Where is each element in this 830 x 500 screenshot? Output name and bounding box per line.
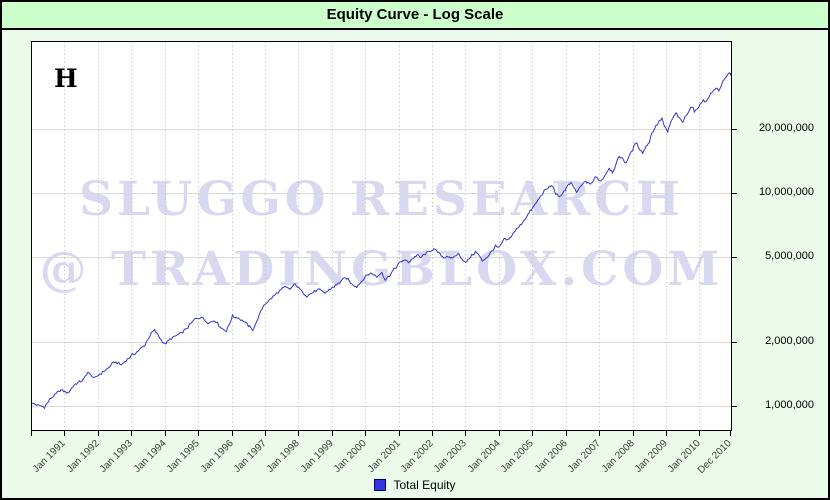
total-equity-curve [32, 72, 731, 409]
equity-curve-canvas [32, 42, 731, 430]
y-axis-label: 2,000,000 [765, 335, 814, 347]
legend-label: Total Equity [393, 478, 456, 492]
x-axis-tick [332, 431, 333, 436]
x-axis-tick [131, 431, 132, 436]
x-axis-tick [165, 431, 166, 436]
chart-title: Equity Curve - Log Scale [326, 6, 504, 23]
plot-area[interactable]: SLUGGO RESEARCH @ TRADINGBLOX.COM H [31, 41, 732, 431]
x-axis-tick [499, 431, 500, 436]
x-axis-tick [633, 431, 634, 436]
y-axis-label: 10,000,000 [758, 186, 814, 198]
x-axis-tick [465, 431, 466, 436]
legend-marker-total-equity [374, 479, 387, 491]
x-axis-tick [232, 431, 233, 436]
legend: Total Equity [2, 477, 828, 493]
watermark-line-2: @ TRADINGBLOX.COM [39, 242, 724, 297]
chart-title-bar: Equity Curve - Log Scale [2, 2, 828, 30]
x-axis-tick [64, 431, 65, 436]
x-axis-tick [265, 431, 266, 436]
y-axis-tick [730, 129, 737, 130]
x-axis-tick [399, 431, 400, 436]
x-axis-corner-tick [31, 431, 32, 436]
x-axis-tick [298, 431, 299, 436]
y-axis-label: 1,000,000 [765, 399, 814, 411]
y-axis-label: 5,000,000 [765, 250, 814, 262]
x-axis-tick [532, 431, 533, 436]
watermark-line-1: SLUGGO RESEARCH [79, 172, 684, 227]
x-axis-tick [98, 431, 99, 436]
x-axis-tick [365, 431, 366, 436]
y-axis-tick [730, 193, 737, 194]
x-axis-tick [432, 431, 433, 436]
y-axis-label: 20,000,000 [758, 122, 814, 134]
x-axis-tick [730, 431, 731, 436]
y-axis-tick [730, 406, 737, 407]
x-axis-tick [666, 431, 667, 436]
x-axis-tick [198, 431, 199, 436]
x-axis-tick [699, 431, 700, 436]
y-axis-tick [730, 342, 737, 343]
corner-label: H [54, 64, 78, 93]
x-axis-tick [566, 431, 567, 436]
x-axis-tick [599, 431, 600, 436]
y-axis-tick [730, 257, 737, 258]
